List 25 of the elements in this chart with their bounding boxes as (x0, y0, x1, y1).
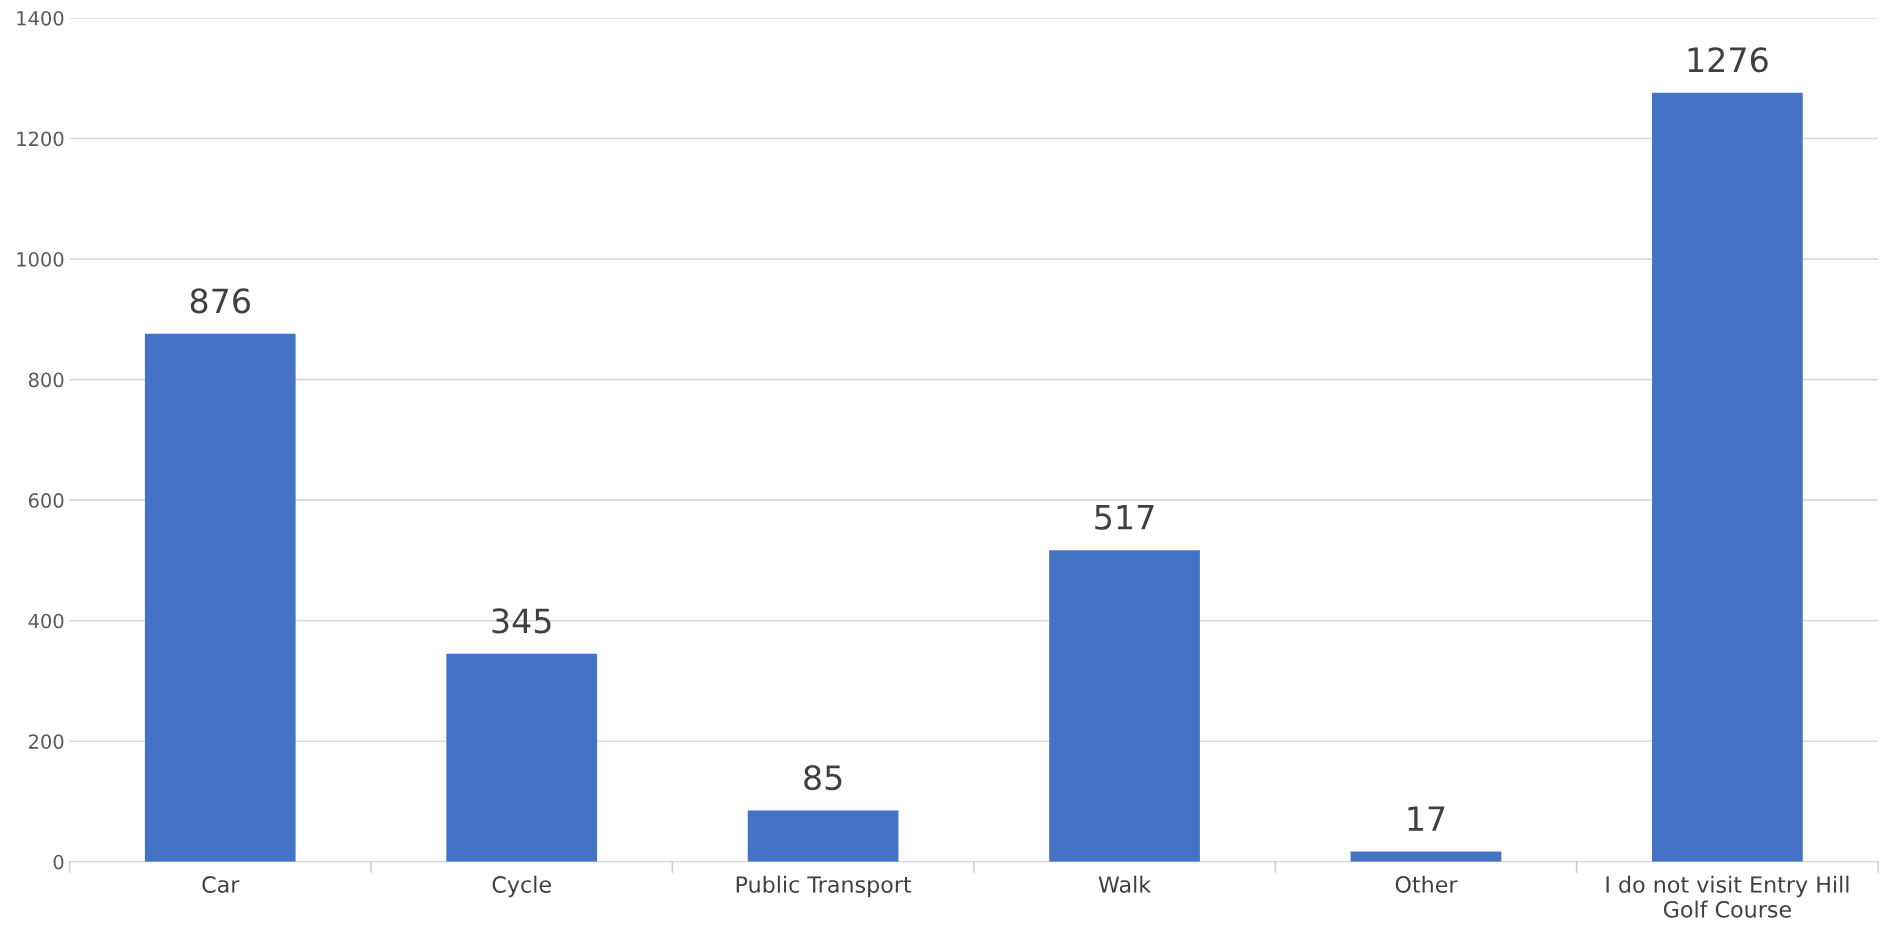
y-tick-label: 200 (29, 734, 64, 749)
data-label: 85 (804, 765, 842, 791)
y-tick-label: 1000 (17, 252, 64, 267)
x-tick-label: Walk (1098, 875, 1152, 893)
y-tick-label: 400 (28, 613, 64, 629)
data-label: 517 (1095, 505, 1154, 530)
bar (1049, 550, 1200, 862)
bar (144, 333, 296, 862)
x-tick-label: I do not visit Entry Hill Golf Course (1606, 875, 1849, 918)
bar (1652, 92, 1803, 862)
y-tick-label: 0 (53, 854, 64, 870)
data-label: 876 (190, 288, 250, 314)
data-label: 17 (1408, 806, 1445, 831)
x-tick-label: Car (202, 876, 240, 893)
x-tick-label: Public Transport (736, 875, 912, 898)
bar (446, 653, 598, 862)
x-tick-label: Other (1395, 875, 1458, 893)
y-tick-label: 600 (28, 493, 64, 508)
bar (747, 810, 899, 862)
y-tick-label: 800 (28, 372, 64, 388)
data-label: 1276 (1688, 47, 1768, 73)
data-label: 345 (492, 608, 551, 634)
y-tick-label: 1200 (17, 131, 64, 147)
y-tick-label: 1400 (17, 10, 64, 26)
x-tick-label: Cycle (492, 875, 551, 898)
